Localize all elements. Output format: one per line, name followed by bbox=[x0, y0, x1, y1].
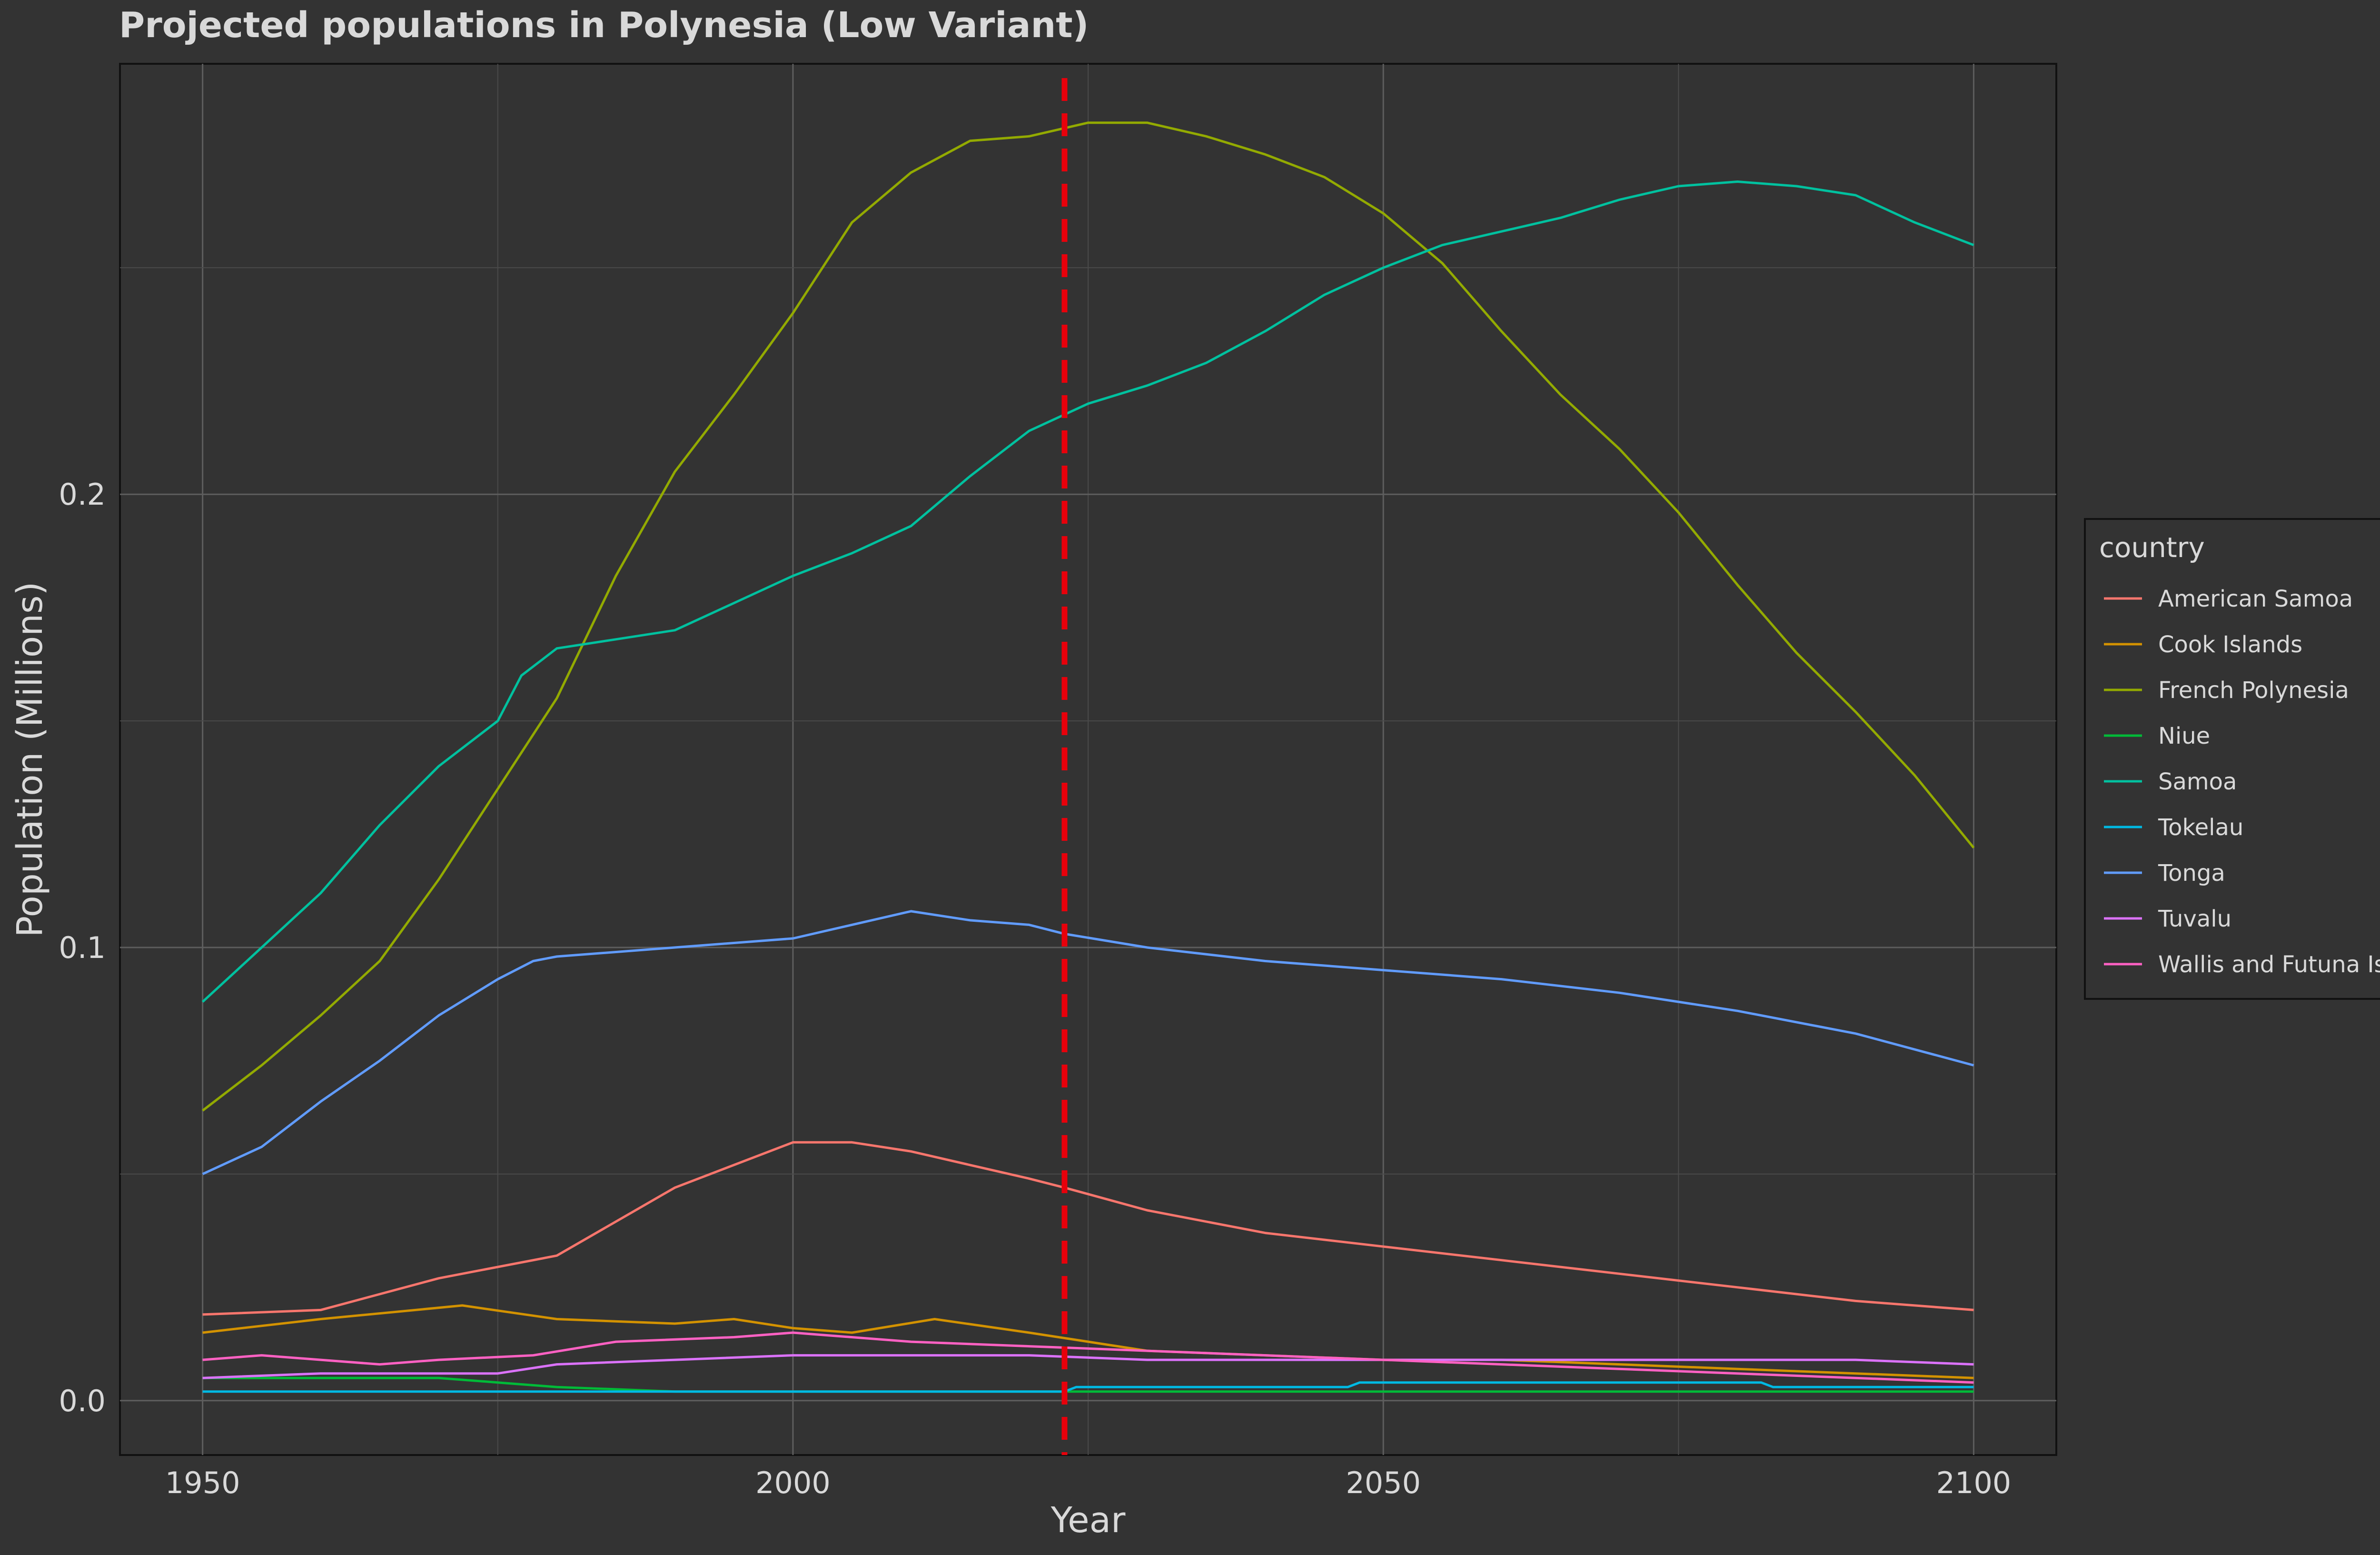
legend-label: French Polynesia bbox=[2158, 677, 2349, 704]
x-axis-title: Year bbox=[1051, 1500, 1126, 1541]
x-tick-label: 2100 bbox=[1936, 1465, 2011, 1500]
y-axis-ticks: 0.0 0.1 0.2 bbox=[59, 477, 106, 1418]
y-tick-label: 0.2 bbox=[59, 477, 106, 512]
legend-label: American Samoa bbox=[2158, 586, 2353, 612]
x-tick-label: 2050 bbox=[1346, 1465, 1421, 1500]
legend-label: Wallis and Futuna Islands bbox=[2158, 951, 2380, 978]
x-tick-label: 2000 bbox=[755, 1465, 831, 1500]
legend-label: Niue bbox=[2158, 723, 2210, 749]
y-axis-title: Population (Millions) bbox=[10, 582, 50, 937]
x-axis-ticks: 1950 2000 2050 2100 bbox=[165, 1465, 2012, 1500]
y-tick-label: 0.1 bbox=[59, 930, 106, 965]
series-line-samoa bbox=[201, 180, 1974, 1003]
legend: country American Samoa Cook Islands French… bbox=[2084, 518, 2380, 1000]
legend-title: country bbox=[2099, 531, 2205, 564]
legend-label: Cook Islands bbox=[2158, 631, 2302, 658]
series-line-niue bbox=[202, 1376, 1974, 1393]
legend-label: Tonga bbox=[2158, 860, 2225, 887]
legend-label: Tuvalu bbox=[2158, 906, 2231, 932]
legend-label: Tokelau bbox=[2158, 814, 2243, 841]
series-line-french-polynesia bbox=[202, 121, 1975, 1112]
legend-label: Samoa bbox=[2158, 768, 2237, 795]
series-line-wallis-and-futuna-islands bbox=[202, 1331, 1974, 1384]
series-line-tonga bbox=[202, 910, 1974, 1176]
series-line-cook-islands bbox=[202, 1304, 1974, 1379]
series-layer bbox=[201, 121, 1975, 1393]
grid bbox=[120, 64, 2056, 1455]
x-tick-label: 1950 bbox=[165, 1465, 240, 1500]
series-line-tuvalu bbox=[202, 1354, 1974, 1379]
series-line-tokelau bbox=[202, 1381, 1974, 1393]
series-line-american-samoa bbox=[202, 1141, 1974, 1316]
chart-title: Projected populations in Polynesia (Low … bbox=[119, 5, 1089, 46]
legend-items: American Samoa Cook Islands French Polynes… bbox=[2104, 586, 2380, 978]
y-tick-label: 0.0 bbox=[59, 1384, 106, 1418]
